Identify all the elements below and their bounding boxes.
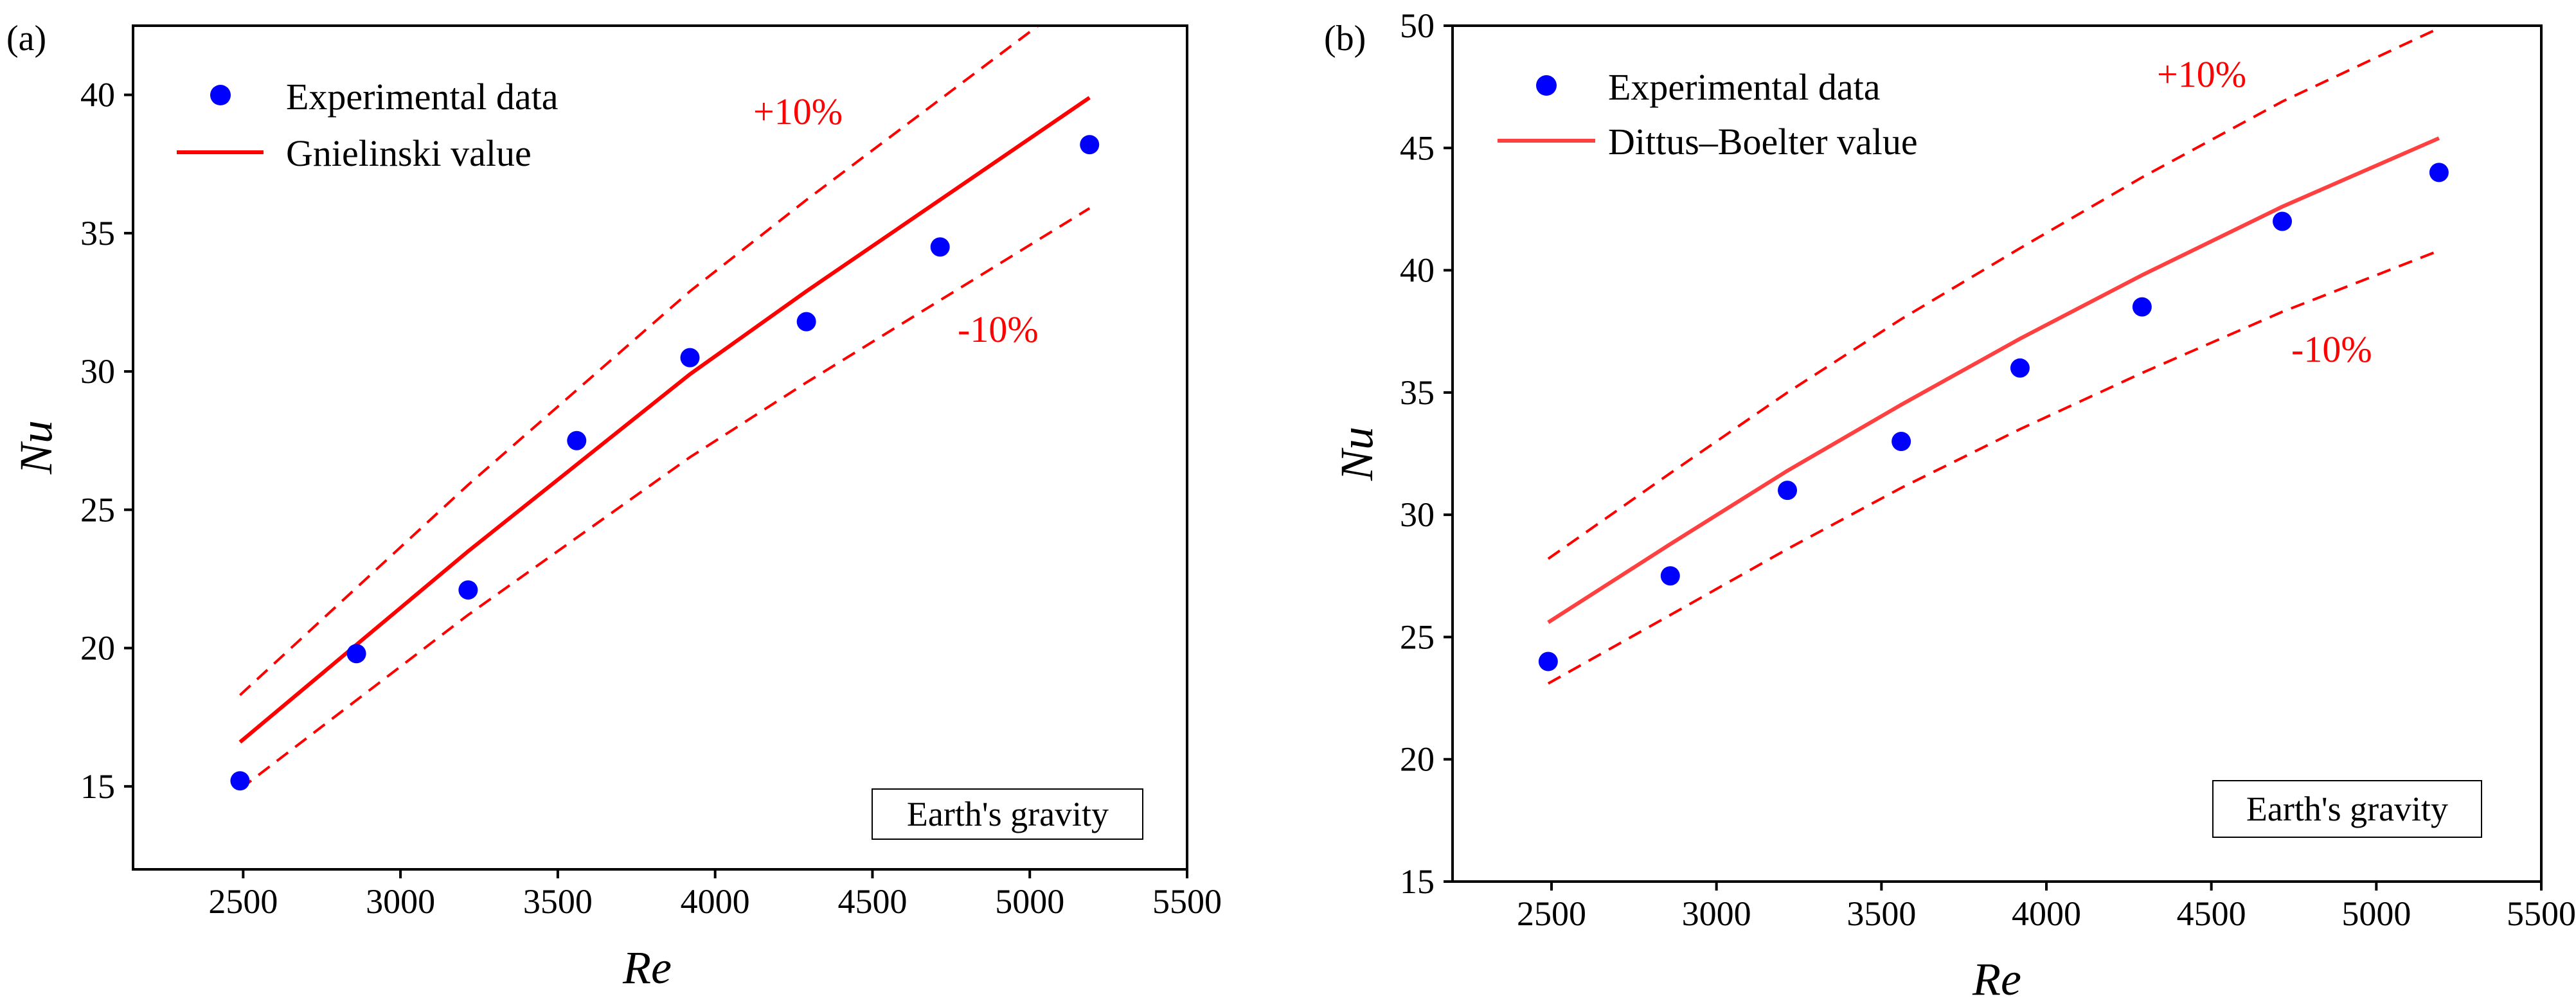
panel-b-plot <box>1538 26 2449 685</box>
panel-b-gravity-label: Earth's gravity <box>2246 790 2448 828</box>
panel-a-y-tick-label: 30 <box>80 352 115 391</box>
panel-a-data-point <box>567 430 587 450</box>
panel-b-y-ticks: 15 20 25 30 35 40 45 50 <box>1400 6 1453 901</box>
panel-b: (b) 2500 3000 3500 4000 4500 5000 5500 15 20 25 3… <box>1324 6 2576 1003</box>
panel-a-minus10-label: -10% <box>958 308 1039 350</box>
panel-b-x-tick-label: 2500 <box>1517 894 1586 933</box>
panel-a-legend-label-model: Gnielinski value <box>286 132 532 174</box>
panel-a-gravity-box <box>872 788 1143 840</box>
panel-a-series-model-line <box>238 96 1091 744</box>
panel-b-data-point <box>1892 431 1911 451</box>
panel-b-x-tick-label: 4000 <box>2012 894 2081 933</box>
panel-b-y-tick-label: 25 <box>1400 617 1435 656</box>
panel-b-data-point <box>2132 297 2152 317</box>
panel-b-x-ticks: 2500 3000 3500 4000 4500 5000 5500 <box>1517 882 2576 933</box>
panel-b-minus10-label: -10% <box>2291 328 2372 370</box>
panel-a-y-tick-label: 20 <box>80 629 115 668</box>
panel-b-data-point <box>2273 211 2293 231</box>
panel-a-data-point <box>930 237 950 257</box>
panel-a-x-tick-label: 5000 <box>995 882 1064 921</box>
panel-a-series-minus10-line <box>239 207 1091 790</box>
panel-a-legend-label-experimental: Experimental data <box>286 76 559 118</box>
panel-a-plus10-label: +10% <box>753 91 843 132</box>
panel-b-series-group <box>1547 26 2440 685</box>
panel-a-data-point <box>346 644 366 664</box>
panel-b-gravity-box <box>2212 780 2482 838</box>
panel-b-y-tick-label: 40 <box>1400 251 1435 290</box>
panel-a-y-tick-label: 15 <box>80 767 115 806</box>
panel-b-y-tick-label: 50 <box>1400 6 1435 45</box>
panel-a-x-tick-label: 2500 <box>208 882 278 921</box>
panel-b-data-point <box>1660 566 1680 586</box>
panel-b-y-tick-label: 20 <box>1400 740 1435 779</box>
panel-b-label: (b) <box>1324 19 1366 58</box>
panel-b-y-tick-label: 35 <box>1400 373 1435 412</box>
panel-a-x-tick-label: 3500 <box>523 882 593 921</box>
panel-b-plus10-label: +10% <box>2157 53 2246 95</box>
panel-b-x-tick-label: 3000 <box>1682 894 1751 933</box>
panel-a-plot <box>230 26 1100 791</box>
panel-a-series-group <box>238 26 1091 790</box>
panel-a-data-point <box>680 348 700 368</box>
panel-b-data-point <box>2010 358 2030 378</box>
panel-b-frame <box>1451 24 2543 883</box>
panel-b-x-tick-label: 5000 <box>2341 894 2411 933</box>
panel-a-series-plus10-line <box>239 26 1041 697</box>
panel-b-series-plus10-line <box>1547 26 2440 560</box>
panel-b-legend-label-model: Dittus–Boelter value <box>1608 121 1918 163</box>
panel-b-data-point <box>1538 652 1558 671</box>
panel-a-y-ticks: 15 20 25 30 35 40 <box>80 76 133 806</box>
panel-a-label: (a) <box>6 19 46 58</box>
panel-a-y-axis-title: Nu <box>10 420 62 475</box>
panel-a-x-axis-title: Re <box>622 942 672 993</box>
panel-b-legend-label-experimental: Experimental data <box>1608 66 1881 108</box>
panel-b-x-axis-title: Re <box>1972 954 2021 1003</box>
panel-b-y-tick-label: 15 <box>1400 862 1435 901</box>
panel-b-y-axis-title: Nu <box>1331 427 1382 481</box>
panel-a-data-point <box>796 312 816 332</box>
panel-b-legend-marker-icon <box>1536 75 1557 96</box>
panel-b-series-model-line <box>1547 136 2440 625</box>
panel-a-x-tick-label: 4500 <box>837 882 907 921</box>
panel-a-data-point <box>1080 135 1100 155</box>
panel-a: (a) 2500 3000 3500 4000 4500 5000 5500 15 20 25 3… <box>6 19 1222 993</box>
panel-b-legend: Experimental data Dittus–Boelter value <box>1498 66 1918 163</box>
panel-a-legend-marker-icon <box>210 85 231 105</box>
panel-a-data-point <box>230 771 250 791</box>
panel-b-x-tick-label: 5500 <box>2507 894 2576 933</box>
panel-a-frame <box>132 24 1188 871</box>
panel-a-data-point <box>458 580 478 600</box>
panel-a-x-ticks: 2500 3000 3500 4000 4500 5000 5500 <box>208 869 1222 921</box>
panel-a-y-tick-label: 25 <box>80 490 115 529</box>
panel-b-y-tick-label: 30 <box>1400 495 1435 534</box>
panel-b-data-point <box>2429 163 2449 182</box>
panel-b-x-tick-label: 3500 <box>1847 894 1916 933</box>
panel-b-series-minus10-line <box>1547 249 2440 685</box>
panel-a-y-tick-label: 40 <box>80 76 115 114</box>
panel-b-data-point <box>1778 481 1798 501</box>
panel-a-x-tick-label: 3000 <box>366 882 435 921</box>
panel-a-legend: Experimental data Gnielinski value <box>177 76 559 174</box>
panel-b-x-tick-label: 4500 <box>2177 894 2246 933</box>
panel-b-y-tick-label: 45 <box>1400 129 1435 167</box>
panel-a-x-tick-label: 4000 <box>681 882 750 921</box>
panel-a-y-tick-label: 35 <box>80 214 115 253</box>
panel-a-gravity-label: Earth's gravity <box>907 795 1109 833</box>
panel-a-x-tick-label: 5500 <box>1152 882 1222 921</box>
